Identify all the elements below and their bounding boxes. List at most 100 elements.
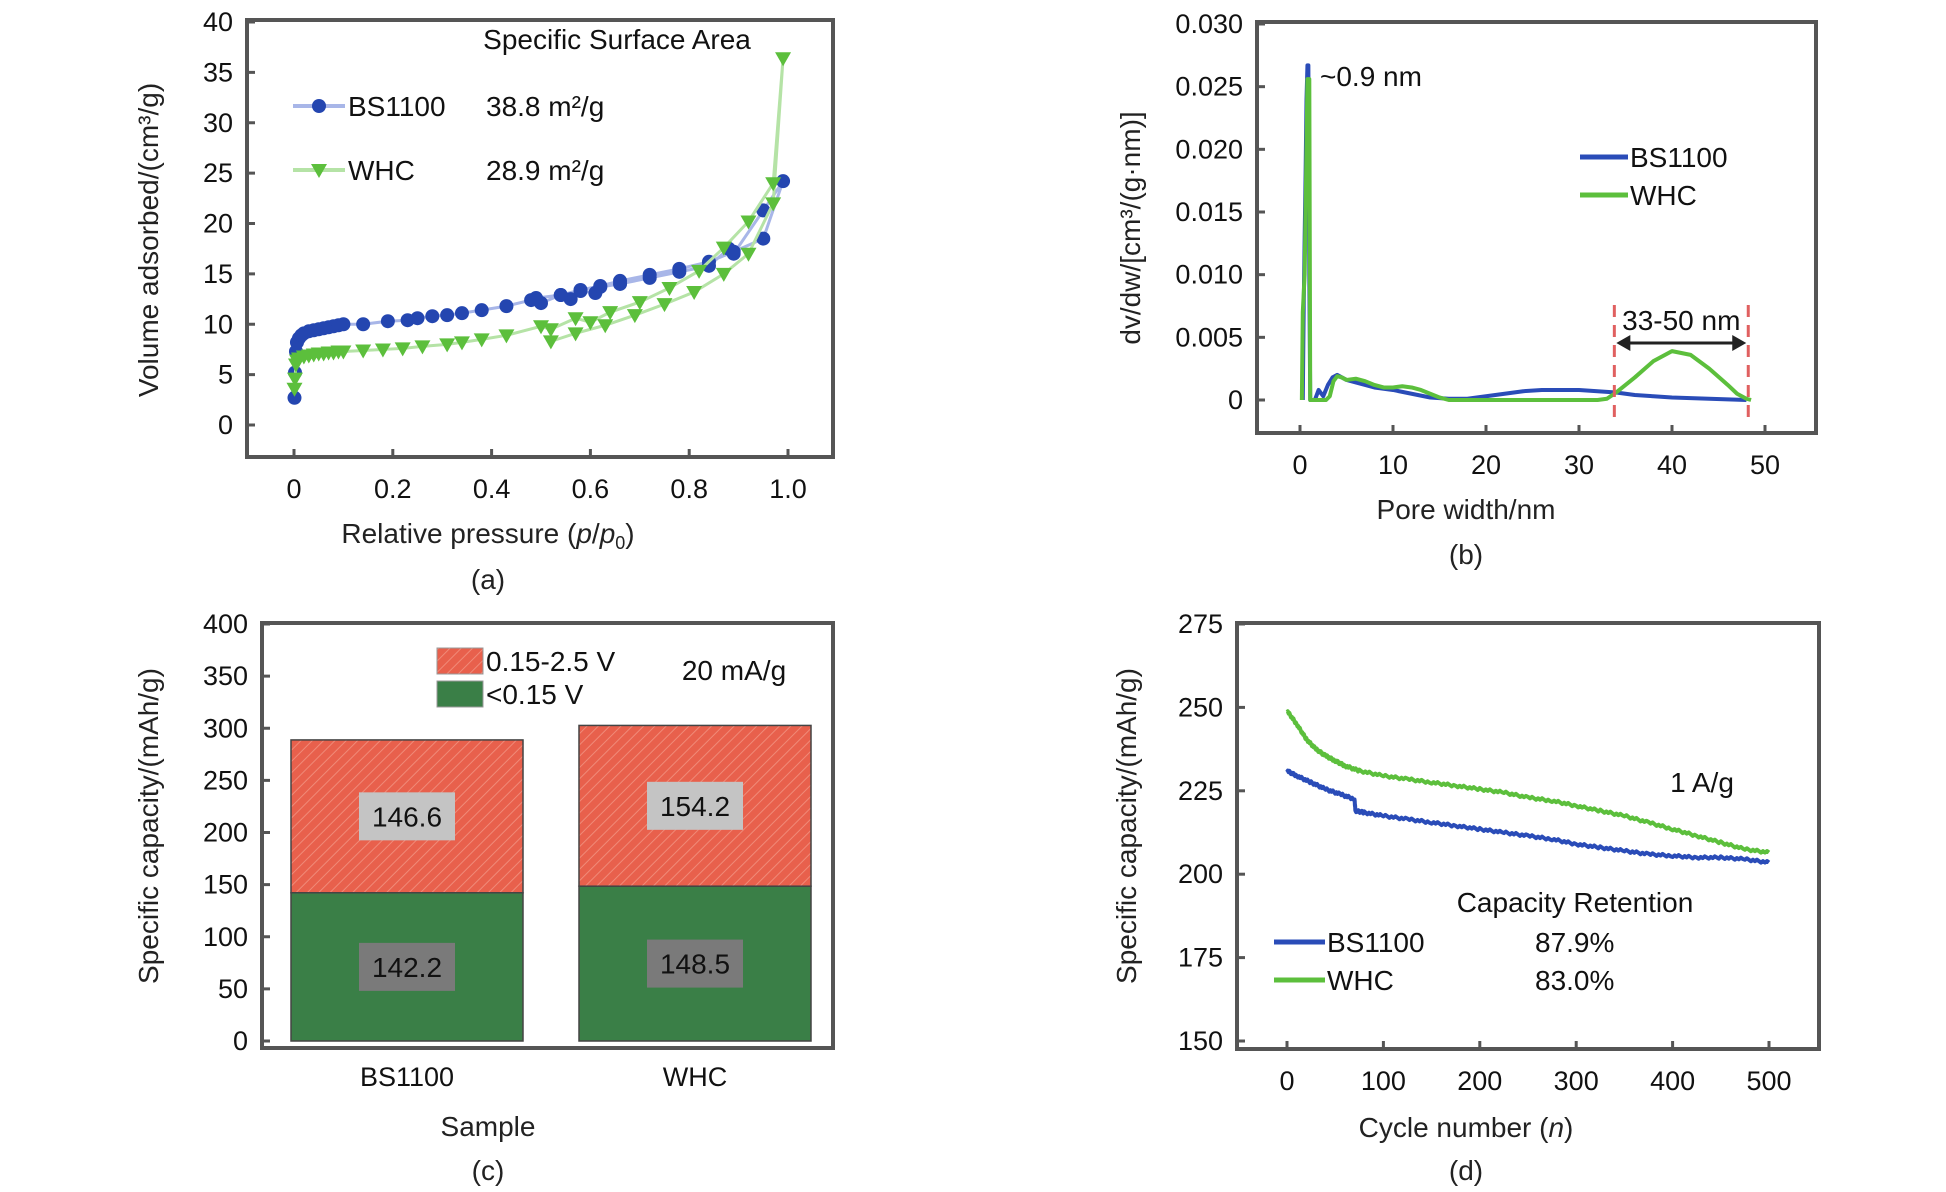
legend-label-whc: WHC [1327, 965, 1394, 996]
y-tick-label: 20 [203, 209, 233, 239]
legend-swatch-hatched-icon [436, 647, 484, 675]
panel-b-pore-distribution: 0 0.005 0.010 0.015 0.020 0.025 0.030 0 10 20 30 40… [1115, 9, 1818, 570]
panel-a-ylabel: Volume adsorbed/(cm³/g) [133, 83, 164, 397]
data-point-bs1100 [410, 311, 425, 326]
panel-c-capacity-bars: 0 50 100 150 200 250 300 350 400 142.2 146.6 BS1100… [133, 609, 835, 1186]
data-point-bs1100 [553, 288, 568, 303]
x-tick-label: 40 [1657, 450, 1687, 480]
data-point-bs1100 [425, 309, 440, 324]
data-point-whc [567, 327, 584, 342]
panel-a-caption: (a) [471, 564, 505, 595]
x-tick-label: 400 [1650, 1066, 1695, 1096]
panel-c-plot-frame [260, 621, 835, 1050]
legend-label-bs1100: BS1100 [348, 91, 446, 122]
x-tick-label: 10 [1378, 450, 1408, 480]
data-point-whc [439, 338, 456, 353]
data-point-whc [691, 264, 708, 279]
x-tick-label: 0 [1292, 450, 1307, 480]
data-point-whc [582, 316, 599, 331]
data-label-box [359, 942, 455, 991]
data-point-bs1100 [726, 244, 741, 259]
y-tick-label: 300 [203, 713, 248, 743]
data-label-box [647, 939, 743, 988]
y-tick-label: 175 [1178, 943, 1223, 973]
y-tick-label: 10 [203, 309, 233, 339]
y-tick-label: 0.005 [1175, 322, 1243, 352]
x-tick-label: 0.6 [572, 474, 610, 504]
data-point-whc [414, 340, 431, 355]
y-tick-label: 0 [233, 1026, 248, 1056]
x-tick-label: BS1100 [360, 1062, 454, 1092]
panel-a-xlabel: Relative pressure (p/p0) [341, 518, 634, 553]
x-tick-label: 0.8 [670, 474, 708, 504]
x-tick-label: 300 [1554, 1066, 1599, 1096]
data-point-whc [335, 345, 352, 360]
data-point-whc [661, 281, 678, 296]
x-tick-label: 100 [1361, 1066, 1406, 1096]
data-label: 142.2 [372, 952, 442, 983]
panel-c-rate-annotation: 20 mA/g [682, 655, 786, 686]
x-tick-label: 0.2 [374, 474, 412, 504]
panel-a-title: Specific Surface Area [483, 24, 751, 55]
panel-c-caption: (c) [472, 1155, 505, 1186]
y-tick-label: 0.030 [1175, 9, 1243, 39]
legend-retention-whc: 83.0% [1535, 965, 1614, 996]
y-tick-label: 0 [1228, 385, 1243, 415]
legend-value-whc: 28.9 m²/g [486, 155, 604, 186]
data-label-box [359, 792, 455, 841]
legend-label-bs1100: BS1100 [1327, 927, 1425, 958]
y-tick-label: 200 [1178, 859, 1223, 889]
panel-a-legend: BS1100 38.8 m²/g WHC 28.9 m²/g [293, 91, 604, 186]
data-point-bs1100 [756, 231, 771, 246]
data-point-bs1100 [593, 278, 608, 293]
panel-d-cycling: 150 175 200 225 250 275 0 100 200 300 400 500 1 A/g… [1111, 609, 1821, 1186]
x-tick-label: 0.4 [473, 474, 511, 504]
data-point-whc [355, 344, 372, 359]
panel-d-legend: Capacity Retention BS1100 87.9% WHC 83.0… [1274, 887, 1693, 996]
x-tick-label: 0 [1279, 1066, 1294, 1096]
panel-d-ylabel: Specific capacity/(mAh/g) [1111, 668, 1142, 984]
y-tick-label: 0.025 [1175, 72, 1243, 102]
legend-label-lower: <0.15 V [486, 679, 584, 710]
data-point-whc [656, 298, 673, 313]
y-tick-label: 150 [1178, 1026, 1223, 1056]
x-tick-label: 20 [1471, 450, 1501, 480]
data-point-whc [453, 336, 470, 351]
x-tick-label: 50 [1750, 450, 1780, 480]
data-point-bs1100 [474, 303, 489, 318]
data-point-bs1100 [642, 267, 657, 282]
y-tick-label: 50 [218, 974, 248, 1004]
series-line-bs1100 [292, 180, 785, 398]
data-point-bs1100 [672, 261, 687, 276]
panel-d-caption: (d) [1449, 1155, 1483, 1186]
legend-value-bs1100: 38.8 m²/g [486, 91, 604, 122]
panel-d-xlabel: Cycle number (n) [1359, 1112, 1574, 1143]
data-point-bs1100 [454, 306, 469, 321]
arrow-right-icon [1732, 335, 1747, 351]
y-tick-label: 15 [203, 259, 233, 289]
y-tick-label: 0.010 [1175, 260, 1243, 290]
legend-label-upper: 0.15-2.5 V [486, 646, 616, 677]
data-point-whc [567, 312, 584, 327]
panel-c-xlabel: Sample [441, 1111, 536, 1142]
data-point-whc [631, 296, 648, 311]
data-point-bs1100 [440, 308, 455, 323]
legend-title: Capacity Retention [1457, 887, 1694, 918]
legend-marker-circle-icon [312, 99, 326, 113]
panel-b-legend: BS1100 WHC [1580, 142, 1728, 211]
y-tick-label: 35 [203, 57, 233, 87]
panel-b-xlabel: Pore width/nm [1377, 494, 1556, 525]
series-line-whc [1285, 709, 1771, 855]
panel-b-ylabel: dv/dw/[cm³/(g·nm)] [1115, 111, 1146, 344]
data-label: 154.2 [660, 791, 730, 822]
data-point-whc [394, 342, 411, 357]
y-tick-label: 250 [1178, 692, 1223, 722]
data-point-whc [374, 343, 391, 358]
x-tick-label: 500 [1746, 1066, 1791, 1096]
data-point-whc [597, 319, 614, 334]
data-point-bs1100 [380, 314, 395, 329]
y-tick-label: 400 [203, 609, 248, 639]
range-label: 33-50 nm [1622, 305, 1740, 336]
series-line-bs1100 [1285, 768, 1771, 865]
